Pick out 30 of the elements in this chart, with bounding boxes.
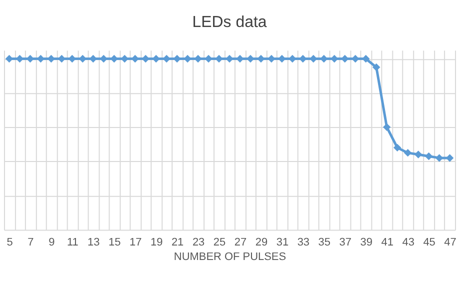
x-tick-label: 17: [130, 236, 142, 248]
x-tick-label: 25: [213, 236, 226, 248]
point: [393, 144, 402, 152]
x-tick-label: 27: [234, 236, 247, 248]
point: [372, 63, 380, 72]
point: [382, 123, 391, 132]
x-tick-label: 21: [171, 236, 184, 248]
x-tick-label: 33: [297, 236, 310, 248]
x-tick-label: 37: [339, 236, 352, 248]
x-tick-label: 7: [28, 236, 34, 248]
x-tick-label: 41: [381, 236, 394, 248]
x-tick-label: 5: [6, 236, 13, 248]
x-tick-label: 23: [192, 236, 205, 248]
x-tick-label: 15: [108, 236, 121, 248]
chart-title: LEDs data: [192, 14, 267, 32]
x-tick-label: 9: [48, 236, 55, 248]
x-tick-label: 45: [423, 236, 436, 248]
x-tick-label: 35: [318, 236, 330, 248]
x-tick-label: 11: [66, 236, 78, 248]
x-tick-label: 19: [150, 236, 163, 248]
x-tick-label: 13: [88, 236, 100, 248]
x-tick-label: 43: [402, 236, 414, 248]
x-axis-title: NUMBER OF PULSES: [174, 251, 286, 264]
point: [424, 152, 433, 160]
point: [414, 150, 422, 158]
point: [404, 148, 412, 157]
x-tick-label: 29: [255, 236, 268, 248]
x-tick-label: 39: [360, 236, 372, 248]
x-tick-label: 47: [444, 236, 456, 248]
x-tick-label: 31: [276, 236, 289, 248]
